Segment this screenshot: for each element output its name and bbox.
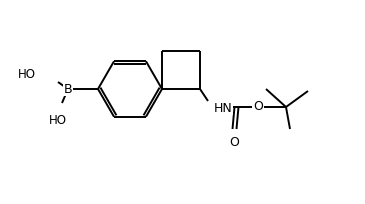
Text: HO: HO (49, 113, 67, 126)
Text: B: B (64, 83, 72, 96)
Text: HO: HO (18, 67, 36, 80)
Text: O: O (253, 100, 263, 113)
Text: HN: HN (214, 102, 233, 115)
Text: O: O (229, 135, 239, 148)
